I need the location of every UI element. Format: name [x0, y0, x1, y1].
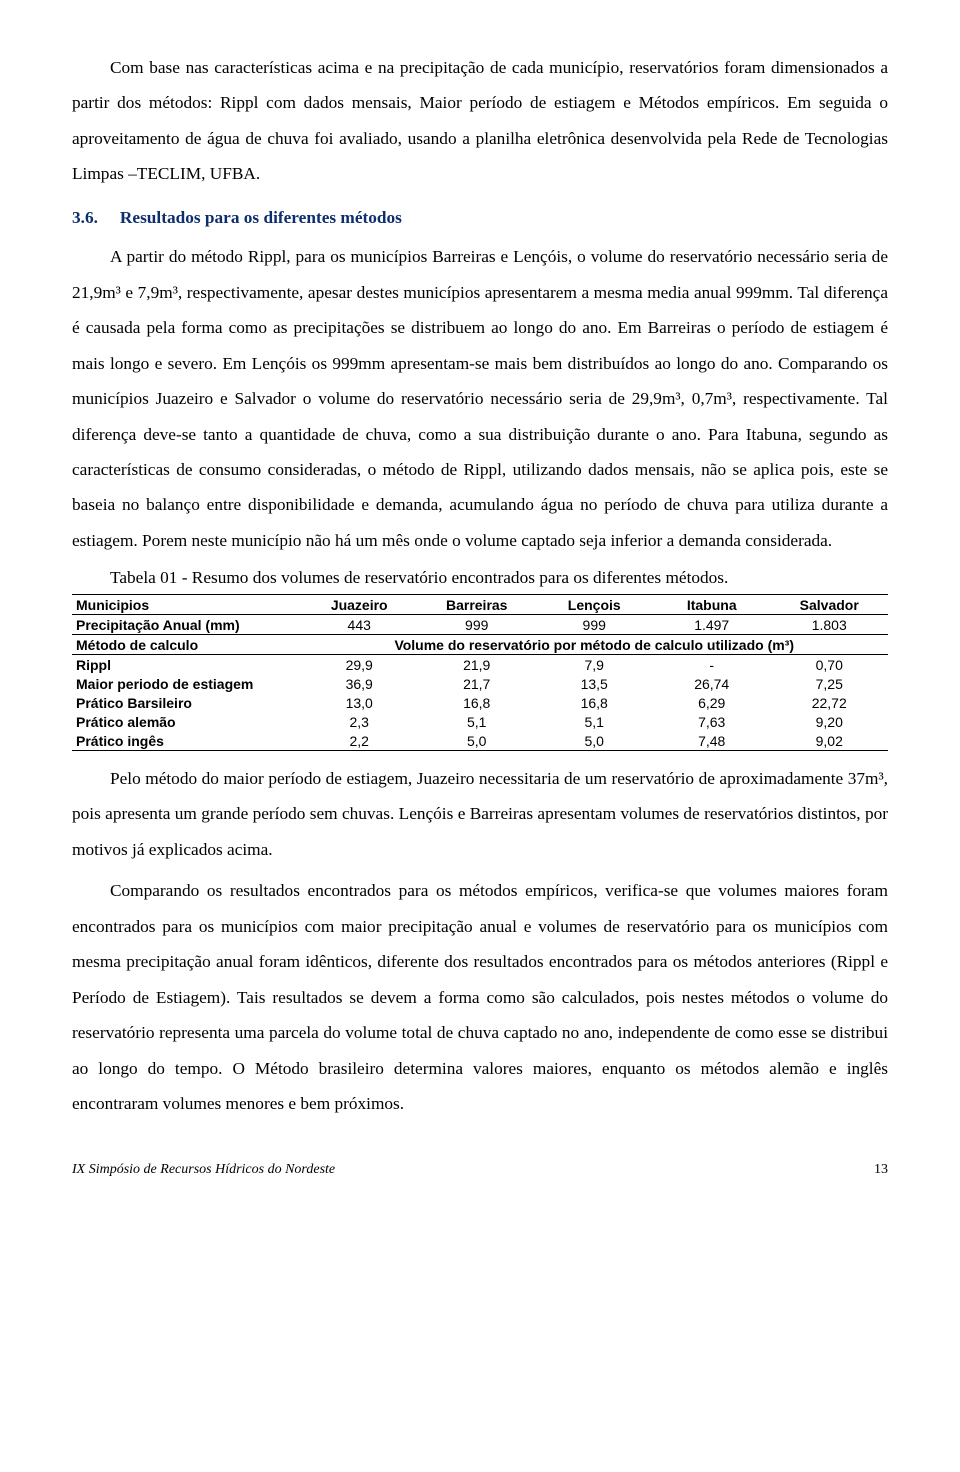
table-cell: 443: [300, 615, 418, 635]
table-cell: 6,29: [653, 693, 771, 712]
paragraph-1: Com base nas características acima e na …: [72, 50, 888, 192]
table-cell: 5,0: [418, 731, 536, 751]
table-cell: 7,48: [653, 731, 771, 751]
table-cell: 1.803: [770, 615, 888, 635]
footer-left: IX Simpósio de Recursos Hídricos do Nord…: [72, 1162, 335, 1178]
table-cell: 21,9: [418, 655, 536, 675]
table-method-row: Método de calculo Volume do reservatório…: [72, 635, 888, 655]
table-cell: 5,0: [535, 731, 653, 751]
table-cell: 2,2: [300, 731, 418, 751]
paragraph-2: A partir do método Rippl, para os municí…: [72, 239, 888, 558]
section-number: 3.6.: [72, 208, 98, 227]
row-label: Maior periodo de estiagem: [72, 674, 300, 693]
table-cell: 26,74: [653, 674, 771, 693]
table-cell: 5,1: [535, 712, 653, 731]
table-cell: 0,70: [770, 655, 888, 675]
table-header-label: Municipios: [72, 595, 300, 615]
table-row: Maior periodo de estiagem 36,9 21,7 13,5…: [72, 674, 888, 693]
table-cell: 16,8: [418, 693, 536, 712]
table-col: Juazeiro: [300, 595, 418, 615]
table-precip-row: Precipitação Anual (mm) 443 999 999 1.49…: [72, 615, 888, 635]
table-cell: 7,63: [653, 712, 771, 731]
table-cell: 9,02: [770, 731, 888, 751]
table-cell: 13,0: [300, 693, 418, 712]
table-caption: Tabela 01 - Resumo dos volumes de reserv…: [110, 564, 888, 592]
page: Com base nas características acima e na …: [0, 0, 960, 1218]
footer: IX Simpósio de Recursos Hídricos do Nord…: [72, 1162, 888, 1178]
table-cell: 7,9: [535, 655, 653, 675]
row-label: Prático alemão: [72, 712, 300, 731]
table-cell: 16,8: [535, 693, 653, 712]
table-row: Prático Barsileiro 13,0 16,8 16,8 6,29 2…: [72, 693, 888, 712]
table-cell: 22,72: [770, 693, 888, 712]
table-cell: 21,7: [418, 674, 536, 693]
table-cell: 7,25: [770, 674, 888, 693]
precip-label: Precipitação Anual (mm): [72, 615, 300, 635]
table-cell: -: [653, 655, 771, 675]
table-cell: 999: [535, 615, 653, 635]
paragraph-3: Pelo método do maior período de estiagem…: [72, 761, 888, 867]
table-row: Prático ingês 2,2 5,0 5,0 7,48 9,02: [72, 731, 888, 751]
paragraph-4: Comparando os resultados encontrados par…: [72, 873, 888, 1121]
row-label: Prático ingês: [72, 731, 300, 751]
row-label: Prático Barsileiro: [72, 693, 300, 712]
section-heading: 3.6. Resultados para os diferentes método…: [72, 200, 888, 235]
table-col: Itabuna: [653, 595, 771, 615]
section-title: Resultados para os diferentes métodos: [120, 208, 402, 227]
method-span: Volume do reservatório por método de cal…: [300, 635, 888, 655]
table-cell: 13,5: [535, 674, 653, 693]
table-header-row: Municipios Juazeiro Barreiras Lençois It…: [72, 595, 888, 615]
table-col: Salvador: [770, 595, 888, 615]
page-number: 13: [874, 1162, 888, 1178]
table-cell: 2,3: [300, 712, 418, 731]
table-row: Prático alemão 2,3 5,1 5,1 7,63 9,20: [72, 712, 888, 731]
table-row: Rippl 29,9 21,9 7,9 - 0,70: [72, 655, 888, 675]
method-label: Método de calculo: [72, 635, 300, 655]
table-col: Barreiras: [418, 595, 536, 615]
table-cell: 36,9: [300, 674, 418, 693]
table-col: Lençois: [535, 595, 653, 615]
table-cell: 29,9: [300, 655, 418, 675]
table-cell: 9,20: [770, 712, 888, 731]
row-label: Rippl: [72, 655, 300, 675]
table-cell: 5,1: [418, 712, 536, 731]
table-cell: 1.497: [653, 615, 771, 635]
table-cell: 999: [418, 615, 536, 635]
results-table: Municipios Juazeiro Barreiras Lençois It…: [72, 594, 888, 751]
